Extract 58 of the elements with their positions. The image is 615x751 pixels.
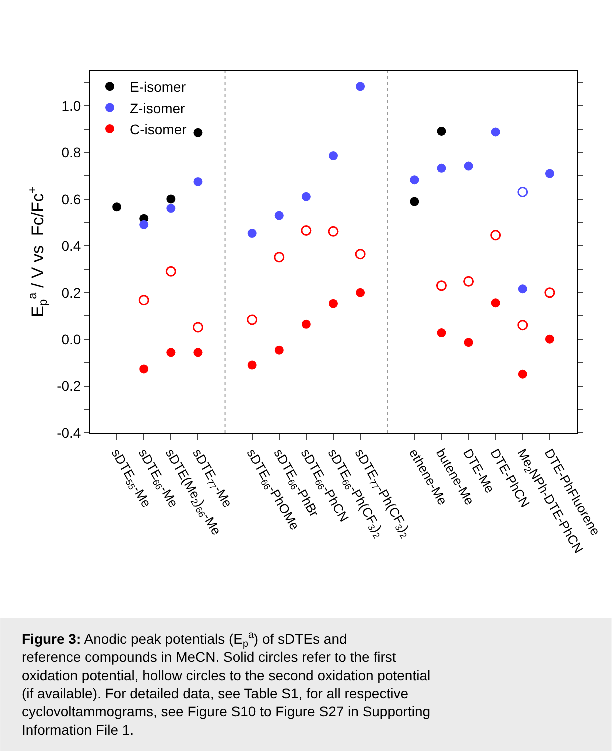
point	[329, 152, 338, 161]
point	[437, 126, 446, 136]
point	[166, 194, 176, 204]
point	[410, 197, 420, 206]
y-tick-label: -0.2	[57, 378, 82, 394]
point	[166, 204, 176, 214]
point	[329, 299, 338, 308]
point	[112, 202, 122, 212]
point	[194, 348, 203, 358]
point	[248, 229, 257, 238]
point	[436, 280, 447, 292]
y-tick-label: -0.4	[57, 424, 82, 441]
point	[166, 266, 176, 277]
y-tick-label: 0.4	[62, 238, 82, 254]
point	[274, 252, 285, 263]
point	[491, 128, 500, 137]
point	[328, 226, 339, 237]
point	[518, 186, 528, 198]
point	[140, 220, 149, 230]
y-tick-label: 1.0	[62, 98, 82, 114]
point	[437, 164, 446, 173]
point	[464, 162, 474, 171]
point	[274, 346, 284, 355]
y-tick-label: 0.2	[62, 284, 82, 301]
point	[518, 320, 528, 331]
point	[138, 295, 150, 306]
point	[410, 176, 420, 185]
point	[544, 288, 556, 298]
point	[464, 276, 474, 287]
point	[518, 370, 528, 379]
point	[247, 314, 258, 326]
point	[248, 360, 257, 370]
point	[301, 226, 312, 236]
point	[302, 320, 311, 329]
y-tick-label: 0.8	[62, 144, 82, 161]
y-tick-label: 0.0	[62, 331, 82, 348]
point	[490, 230, 502, 241]
point	[355, 249, 366, 260]
point	[437, 328, 446, 338]
point	[545, 169, 554, 178]
y-tick-label: 0.6	[62, 191, 82, 208]
point	[302, 192, 311, 202]
point	[194, 177, 203, 186]
legend-label: E-isomer	[130, 79, 186, 96]
point	[140, 364, 149, 374]
point	[192, 322, 204, 333]
point	[464, 338, 474, 348]
point	[356, 82, 366, 92]
point	[518, 284, 528, 294]
point	[166, 348, 176, 358]
legend-label: Z-isomer	[130, 100, 186, 116]
text: Figure 3: Anodic peak potentials (E$_{p}$$^{a}$) of sDTEs and reference compounds in MeCN. Solid circles refer to the first oxidation potential, hollow circles to the second oxidation potential (if available). For detailed data, see Table S1, for all respective cyclovoltammograms, see Figure S10 to Figure S27 in Supporting Information File 1.	[22, 630, 431, 738]
point	[194, 128, 203, 138]
point	[491, 298, 500, 308]
point	[545, 334, 554, 344]
point	[356, 288, 366, 298]
legend-label: C-isomer	[130, 121, 188, 138]
point	[274, 211, 284, 220]
